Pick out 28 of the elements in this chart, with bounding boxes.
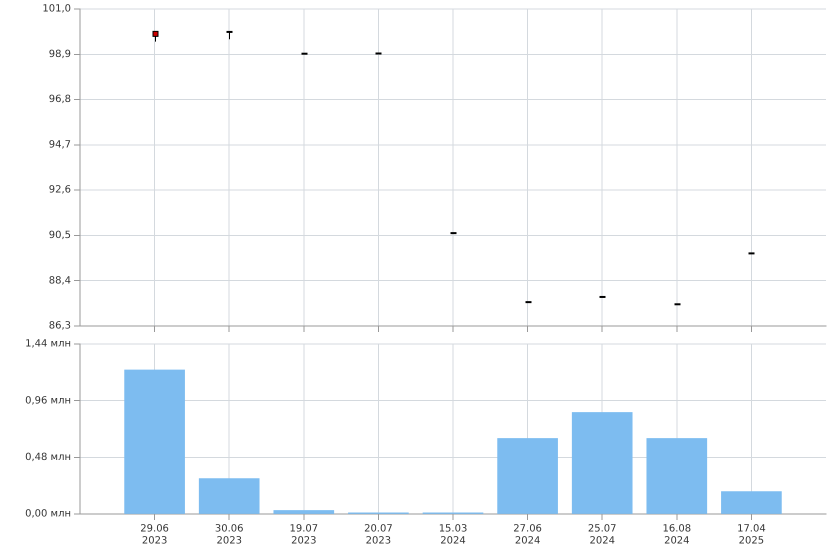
bar [572, 412, 633, 514]
bar [198, 478, 260, 514]
bar [721, 491, 782, 514]
x-tick-label: 20.07 2023 [364, 524, 393, 547]
x-tick-label: 15.03 2024 [438, 524, 468, 547]
y-tick-label: 86,3 [48, 320, 71, 332]
bar [273, 510, 334, 514]
x-tick-label: 25.07 2024 [588, 524, 617, 547]
bar [497, 438, 558, 514]
y-tick-label: 96,8 [48, 94, 71, 106]
x-tick-label: 29.06 2023 [140, 524, 169, 547]
y-tick-label: 90,5 [48, 230, 71, 242]
y-tick-label: 0,48 млн [25, 452, 71, 463]
y-tick-label: 94,7 [48, 139, 71, 150]
x-tick-label: 19.07 2023 [289, 524, 318, 547]
bar [646, 438, 708, 514]
bar [124, 370, 185, 514]
x-tick-label: 30.06 2023 [214, 524, 244, 547]
y-tick-label: 88,4 [48, 275, 71, 286]
y-tick-label: 1,44 млн [25, 338, 71, 350]
y-tick-label: 101,0 [42, 4, 71, 15]
x-tick-label: 17.04 2025 [737, 524, 766, 547]
x-tick-label: 16.08 2024 [662, 524, 692, 547]
y-tick-label: 92,6 [48, 184, 71, 196]
y-tick-label: 0,00 млн [25, 508, 71, 520]
y-tick-label: 98,9 [48, 48, 71, 60]
y-tick-label: 0,96 млн [25, 395, 71, 406]
x-tick-label: 27.06 2024 [513, 524, 542, 547]
